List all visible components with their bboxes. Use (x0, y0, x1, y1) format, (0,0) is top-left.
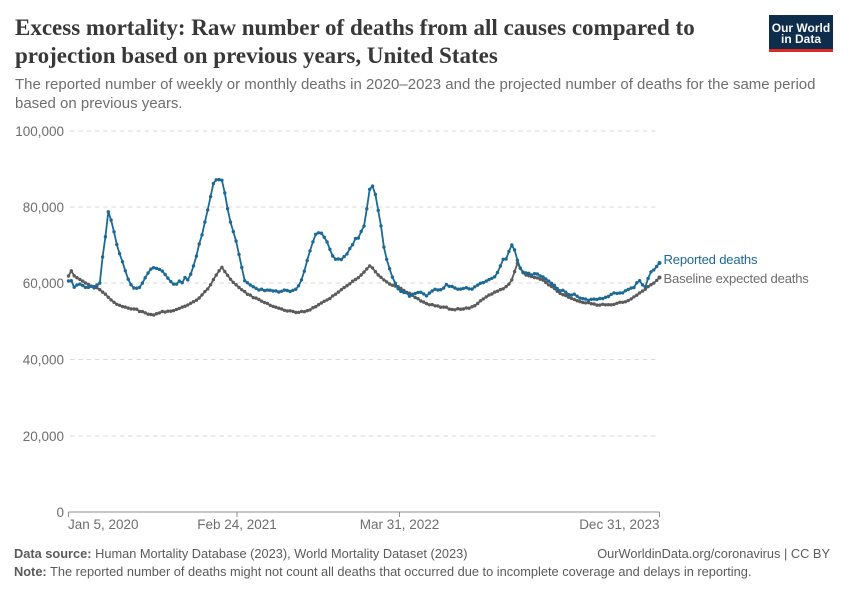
svg-text:Baseline expected deaths: Baseline expected deaths (664, 271, 810, 286)
svg-text:Reported deaths: Reported deaths (664, 252, 758, 267)
svg-text:Dec 31, 2023: Dec 31, 2023 (579, 517, 659, 532)
svg-text:Feb 24, 2021: Feb 24, 2021 (197, 517, 277, 532)
svg-text:40,000: 40,000 (23, 352, 64, 367)
svg-text:Jan 5, 2020: Jan 5, 2020 (68, 517, 139, 532)
svg-text:Mar 31, 2022: Mar 31, 2022 (360, 517, 440, 532)
svg-text:80,000: 80,000 (23, 200, 64, 215)
svg-text:20,000: 20,000 (23, 429, 64, 444)
svg-text:100,000: 100,000 (15, 124, 64, 139)
svg-text:60,000: 60,000 (23, 276, 64, 291)
svg-text:0: 0 (56, 505, 64, 520)
